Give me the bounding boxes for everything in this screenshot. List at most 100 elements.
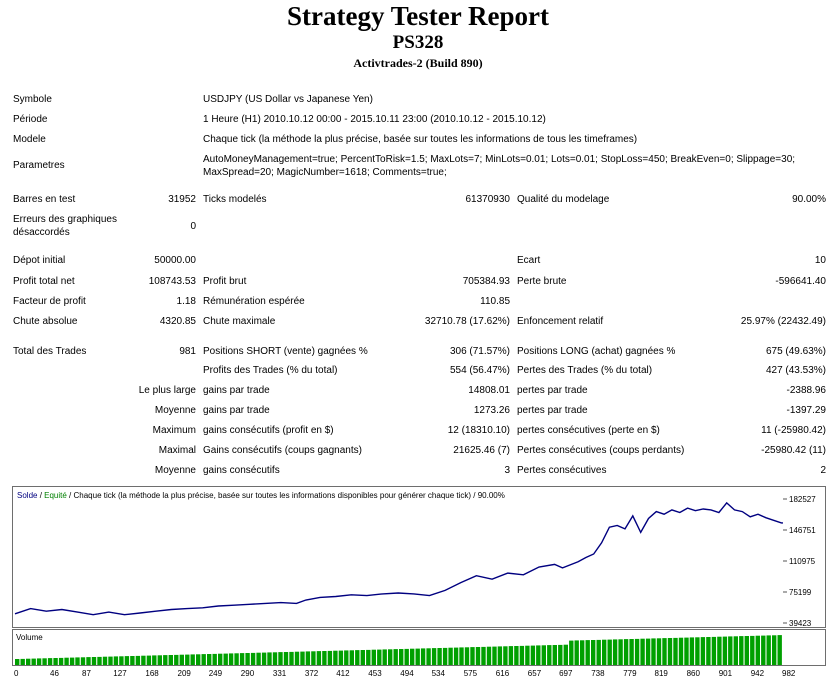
maxdd-label: Chute maximale xyxy=(203,316,276,327)
volume-bar xyxy=(201,654,206,665)
volume-bar xyxy=(250,652,256,665)
avg-loss-label: pertes par trade xyxy=(517,405,588,416)
volume-bar xyxy=(322,651,327,665)
volume-bar xyxy=(437,648,442,665)
pf-label: Facteur de profit xyxy=(13,296,86,307)
max-gain-label: gains consécutifs (profit en $) xyxy=(203,425,334,436)
profittrades-value: 554 (56.47%) xyxy=(449,365,510,376)
x-tick-label: 697 xyxy=(559,669,573,678)
max-label: Maximum xyxy=(152,425,196,436)
volume-bar xyxy=(377,649,382,665)
volume-bar xyxy=(684,637,689,665)
volume-bar xyxy=(316,651,322,665)
x-tick-label: 290 xyxy=(241,669,255,678)
volume-bar xyxy=(695,637,700,665)
volume-bar xyxy=(426,648,431,665)
volume-bar xyxy=(640,638,645,665)
volume-bar xyxy=(124,656,130,665)
volume-bar xyxy=(514,646,519,665)
volume-bar xyxy=(146,655,152,665)
largest-label: Le plus large xyxy=(138,385,196,396)
volume-bar xyxy=(289,651,294,665)
volume-bar xyxy=(393,649,398,665)
maximal-gain-value: 21625.46 (7) xyxy=(453,445,510,456)
volume-bar xyxy=(497,646,503,665)
avg-gain-label: gains par trade xyxy=(203,405,270,416)
volume-bar xyxy=(272,652,278,665)
volume-chart: Volume xyxy=(12,629,826,666)
volume-bar xyxy=(234,653,239,665)
volume-bar xyxy=(20,658,25,665)
deposit-label: Dépot initial xyxy=(13,255,66,266)
params-label: Parametres xyxy=(13,160,65,171)
volume-bar xyxy=(442,647,448,665)
volume-bar xyxy=(585,640,590,665)
y-tick-label: 110975 xyxy=(789,557,816,566)
legend-solde: Solde xyxy=(17,491,38,500)
payoff-value: 110.85 xyxy=(480,296,510,307)
volume-bar xyxy=(305,651,311,665)
volume-bar xyxy=(475,647,481,665)
short-label: Positions SHORT (vente) gagnées % xyxy=(203,346,368,357)
spread-label: Ecart xyxy=(517,255,541,266)
volume-bar xyxy=(689,637,695,665)
volume-bar xyxy=(755,635,760,665)
x-tick-label: 982 xyxy=(782,669,796,678)
maximal-loss-value: -25980.42 (11) xyxy=(761,445,826,456)
x-tick-label: 738 xyxy=(591,669,605,678)
volume-bar xyxy=(503,646,508,665)
volume-bar xyxy=(602,639,607,665)
volume-bar xyxy=(700,637,706,665)
x-tick-label: 372 xyxy=(305,669,319,678)
netprofit-label: Profit total net xyxy=(13,276,75,287)
reldd-label: Enfoncement relatif xyxy=(517,316,604,327)
volume-bar xyxy=(245,653,250,665)
volume-bar xyxy=(218,653,223,665)
grossloss-label: Perte brute xyxy=(517,276,567,287)
trades-value: 981 xyxy=(179,346,196,357)
volume-bar xyxy=(355,650,360,665)
x-tick-label: 331 xyxy=(273,669,287,678)
x-tick-label: 46 xyxy=(50,669,59,678)
maximal-loss-label: Pertes consécutives (coups perdants) xyxy=(517,445,685,456)
mismatch-value: 0 xyxy=(190,221,196,232)
absdd-label: Chute absolue xyxy=(13,316,78,327)
report-title: Strategy Tester Report xyxy=(287,1,549,31)
balance-chart-svg: Solde / Equité / Chaque tick (la méthode… xyxy=(14,491,816,627)
volume-bar xyxy=(541,645,546,665)
volume-bar xyxy=(91,657,97,665)
avg-loss-value: -1397.29 xyxy=(786,405,826,416)
volume-bar xyxy=(470,647,475,665)
volume-bar xyxy=(344,650,349,665)
x-axis: 0 46 87 127 168 209 249 290 331 372 412 453 494 534 57… xyxy=(14,669,796,678)
largest-loss-value: -2388.96 xyxy=(786,385,826,396)
profittrades-label: Profits des Trades (% du total) xyxy=(203,365,338,376)
volume-bar xyxy=(596,639,601,665)
volume-bar xyxy=(190,654,195,665)
mismatch-label: Erreurs des graphiques désaccordés xyxy=(13,214,117,238)
volume-bar xyxy=(667,638,673,665)
quality-label: Qualité du modelage xyxy=(517,194,610,205)
volume-bar xyxy=(733,636,738,665)
volume-bar xyxy=(157,655,162,665)
volume-bar xyxy=(486,646,492,665)
absdd-value: 4320.85 xyxy=(159,316,196,327)
largest-gain-label: gains par trade xyxy=(203,385,270,396)
grossloss-value: -596641.40 xyxy=(775,276,826,287)
volume-bar xyxy=(64,657,69,665)
volume-bar xyxy=(267,652,272,665)
volume-bar xyxy=(536,645,541,665)
volume-bar xyxy=(278,652,283,665)
volume-bar xyxy=(612,639,618,665)
x-tick-label: 412 xyxy=(336,669,350,678)
volume-bar xyxy=(492,646,497,665)
volume-bar xyxy=(47,658,53,665)
volume-bar xyxy=(558,644,563,665)
volume-bar xyxy=(574,640,579,665)
volume-bar xyxy=(168,655,173,665)
params-value: AutoMoneyManagement=true; PercentToRisk=… xyxy=(203,154,796,178)
max-gain-value: 12 (18310.10) xyxy=(447,425,510,436)
y-tick-label: 39423 xyxy=(789,619,812,627)
x-tick-label: 0 xyxy=(14,669,19,678)
volume-bar xyxy=(113,656,119,665)
